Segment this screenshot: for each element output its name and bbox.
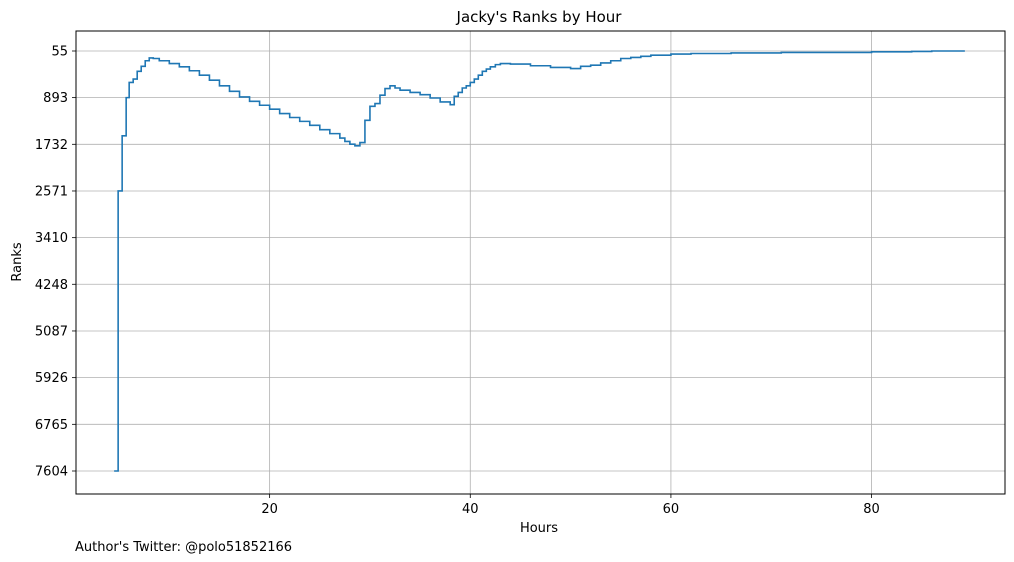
plot-frame: [75, 30, 1006, 495]
y-tick-label: 4248: [35, 278, 68, 293]
y-tick-label: 5926: [35, 371, 68, 386]
y-tick-label: 6765: [35, 418, 68, 433]
y-axis-label: Ranks: [10, 242, 25, 281]
series-layer: [114, 50, 965, 472]
y-tick-label: 2571: [35, 184, 68, 199]
x-tick-label: 60: [663, 502, 680, 517]
y-tick-label: 55: [51, 45, 68, 60]
y-tick-label: 1732: [35, 138, 68, 153]
y-axis-ticks: 55 893 1732 2571 3410 4248 5087 5926 6765 7604: [35, 45, 76, 480]
author-twitter-note: Author's Twitter: @polo51852166: [75, 540, 292, 555]
x-tick-label: 80: [863, 502, 880, 517]
grid-lines: [76, 31, 1005, 494]
y-tick-label: 3410: [35, 231, 68, 246]
y-tick-label: 5087: [35, 324, 68, 339]
chart-title: Jacky's Ranks by Hour: [456, 8, 623, 26]
x-tick-label: 40: [462, 502, 479, 517]
x-tick-label: 20: [261, 502, 278, 517]
rank-series-line: [114, 50, 965, 472]
x-axis-label: Hours: [520, 521, 558, 536]
y-tick-label: 893: [43, 91, 68, 106]
plot-area: [76, 31, 1005, 494]
y-tick-label: 7604: [35, 465, 68, 480]
x-axis-ticks: 20 40 60 80: [261, 494, 880, 517]
